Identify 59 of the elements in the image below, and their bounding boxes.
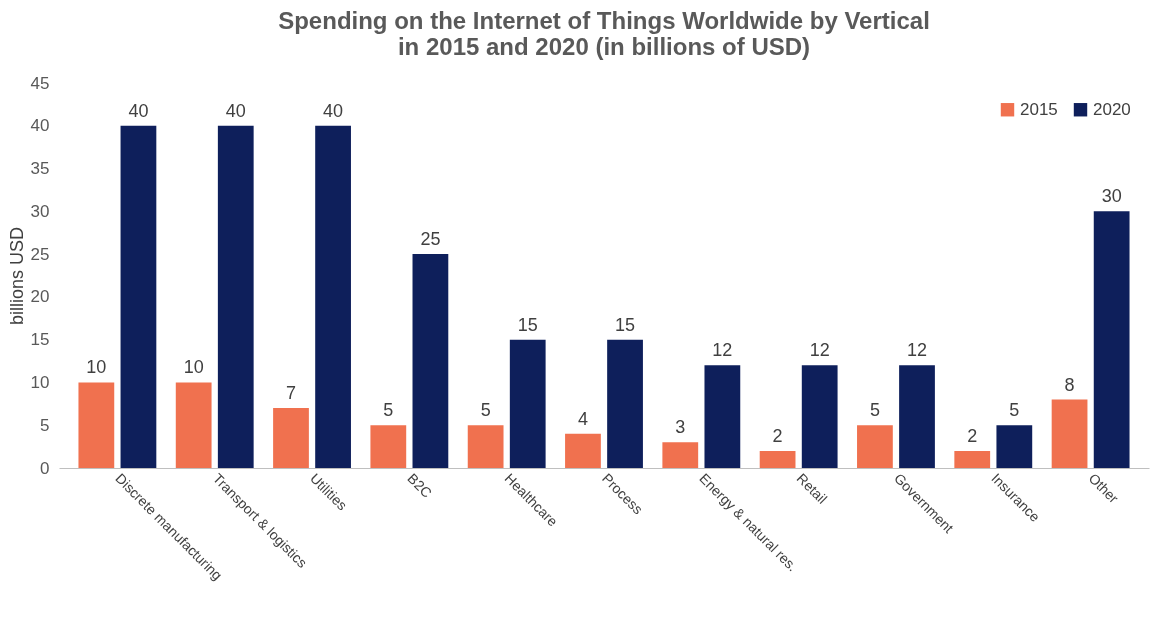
data-label: 40 — [323, 100, 344, 121]
y-tick-label: 15 — [30, 330, 50, 350]
data-label: 12 — [712, 340, 733, 361]
bar — [315, 125, 351, 468]
y-tick-label: 45 — [30, 73, 50, 93]
data-label: 12 — [809, 340, 830, 361]
bar — [509, 339, 546, 468]
bar — [467, 425, 504, 468]
data-label: 15 — [615, 314, 636, 335]
y-tick-label: 35 — [30, 159, 50, 179]
bar — [954, 450, 991, 468]
bar — [217, 125, 254, 468]
data-label: 40 — [225, 100, 246, 121]
bar — [175, 382, 212, 468]
y-tick-label: 25 — [30, 244, 50, 264]
bar — [899, 365, 935, 468]
text: in 2015 and 2020 (in billions of USD) — [397, 33, 811, 60]
bar — [1093, 211, 1130, 468]
bar — [801, 365, 838, 468]
bar — [857, 425, 893, 468]
bar — [412, 254, 449, 468]
bar — [370, 425, 407, 468]
y-tick-label: 10 — [30, 372, 50, 392]
bar — [1051, 399, 1088, 468]
data-label: 10 — [86, 357, 107, 378]
bar — [704, 365, 741, 468]
data-label: 3 — [675, 417, 686, 438]
data-label: 30 — [1101, 186, 1122, 207]
data-label: 5 — [383, 400, 394, 421]
legend-label: 2020 — [1093, 99, 1131, 119]
data-label: 5 — [1009, 400, 1020, 421]
data-label: 5 — [869, 400, 880, 421]
data-label: 10 — [183, 357, 204, 378]
data-label: 2 — [967, 425, 978, 446]
data-label: 40 — [128, 100, 149, 121]
bar — [996, 425, 1033, 468]
y-tick-label: 5 — [40, 415, 50, 435]
bar — [759, 450, 796, 468]
y-tick-label: 20 — [30, 287, 50, 307]
data-label: 25 — [420, 229, 441, 250]
bar — [120, 125, 157, 468]
data-label: 7 — [285, 383, 296, 404]
data-label: 5 — [480, 400, 491, 421]
y-tick-label: 40 — [30, 116, 50, 136]
y-tick-label: 30 — [30, 201, 50, 221]
bar — [78, 382, 115, 468]
bar — [662, 442, 699, 468]
bar — [607, 339, 643, 468]
bar — [565, 433, 601, 468]
data-label: 8 — [1064, 374, 1075, 395]
text: Spending on the Internet of Things Worldwide by Vertical — [278, 7, 930, 34]
data-label: 15 — [517, 314, 538, 335]
y-axis-title: billions USD — [6, 226, 27, 326]
data-label: 2 — [772, 425, 783, 446]
legend-label: 2015 — [1020, 99, 1058, 119]
bar — [273, 408, 309, 468]
data-label: 4 — [577, 408, 588, 429]
y-tick-label: 0 — [40, 458, 50, 478]
data-label: 12 — [906, 340, 928, 361]
